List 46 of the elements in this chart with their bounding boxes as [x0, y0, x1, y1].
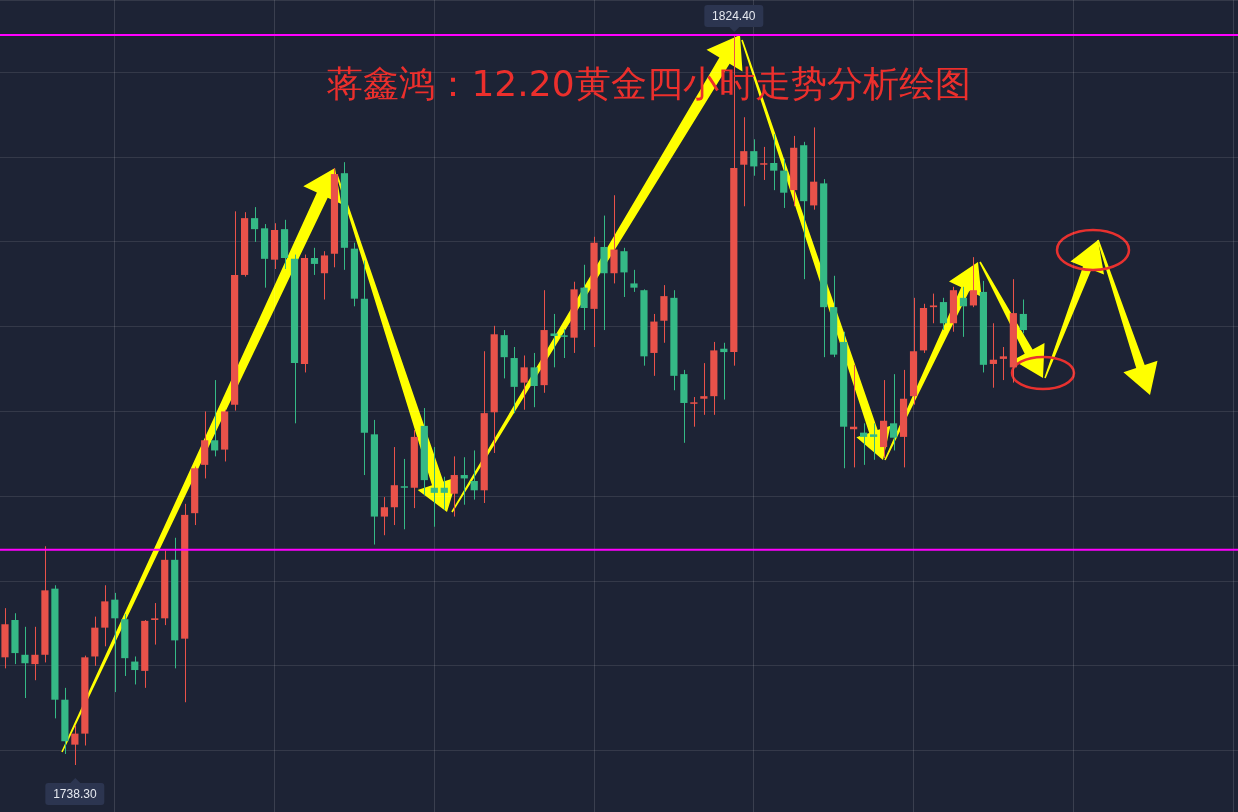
candlestick [959, 286, 968, 338]
candlestick [860, 422, 868, 466]
candlestick [470, 449, 478, 501]
candlestick [380, 496, 388, 536]
candlestick [770, 133, 778, 191]
candlestick [31, 626, 39, 681]
candlestick [530, 352, 538, 408]
candlestick [1019, 299, 1027, 334]
candlestick [320, 250, 329, 301]
candlestick [520, 354, 528, 411]
candlestick [211, 379, 219, 457]
candlestick [969, 256, 978, 308]
candlestick [780, 158, 788, 209]
annotation: 1824.40 [712, 9, 756, 23]
candlestick [400, 458, 408, 530]
candlestick [620, 247, 628, 298]
candlestick [390, 446, 398, 526]
candlestick [989, 322, 997, 389]
candlestick [999, 346, 1007, 381]
annotation: 1738.30 [53, 787, 97, 801]
candlestick [760, 146, 768, 181]
candlestick [151, 602, 159, 646]
candlestick [810, 126, 818, 211]
candlestick [310, 247, 319, 276]
candlestick [750, 138, 758, 177]
candlestick [939, 297, 948, 331]
candlestick [690, 396, 698, 428]
candlestick [450, 455, 458, 518]
candlestick [251, 206, 259, 243]
candlestick [500, 329, 508, 379]
candlestick [630, 269, 638, 293]
candlestick [131, 655, 139, 685]
candlestick [929, 293, 938, 324]
candlestick [610, 194, 618, 284]
candlestick [111, 592, 119, 693]
candlestick [870, 422, 878, 461]
candlestick [889, 373, 898, 451]
candlestick [580, 264, 588, 331]
candlestick [560, 328, 568, 359]
candlestick [21, 626, 29, 699]
candlestick [700, 362, 708, 416]
candlestick [430, 446, 438, 528]
candlestick [550, 313, 558, 368]
candlestick [740, 116, 748, 207]
candlestick [71, 724, 79, 766]
candlestick [440, 476, 448, 511]
